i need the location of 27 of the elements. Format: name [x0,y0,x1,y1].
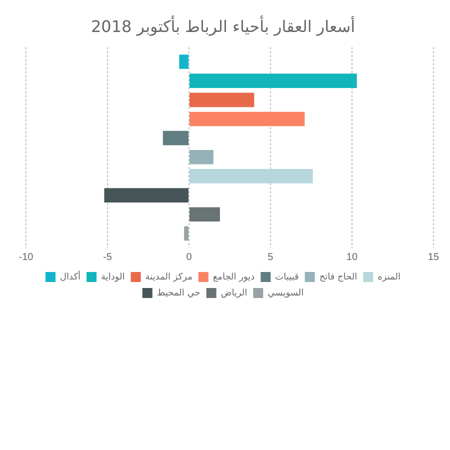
legend-label: مركز المدينة [145,272,193,282]
legend-label: ديور الجامع [212,272,255,282]
legend-label: حي المحيط [156,288,200,298]
x-tick-label: 15 [428,252,440,263]
bar [184,226,188,241]
bar [189,112,305,126]
legend-label: قبيبات [275,272,299,282]
legend-label: الحاج فاتح [319,272,358,282]
legend-label: المنزه [378,272,400,282]
chart-title: أسعار العقار بأحياء الرباط بأكتوبر 2018 [90,14,356,36]
bar [189,207,220,222]
x-tick-label: -10 [18,252,34,263]
legend-label: الرياض [220,288,248,298]
legend-label: أكدال [60,270,81,282]
bar [189,150,214,164]
bar [179,54,188,69]
x-tick-label: 5 [268,252,274,263]
bar [162,130,188,146]
bar [189,92,254,108]
legend-label: السويسي [268,288,304,298]
x-tick-label: -5 [103,252,112,263]
legend-label: الوداية [101,272,125,282]
x-tick-label: 0 [186,252,192,263]
x-tick-label: 10 [346,252,358,263]
bar [189,74,357,88]
bar [189,169,313,184]
bar [104,188,188,202]
